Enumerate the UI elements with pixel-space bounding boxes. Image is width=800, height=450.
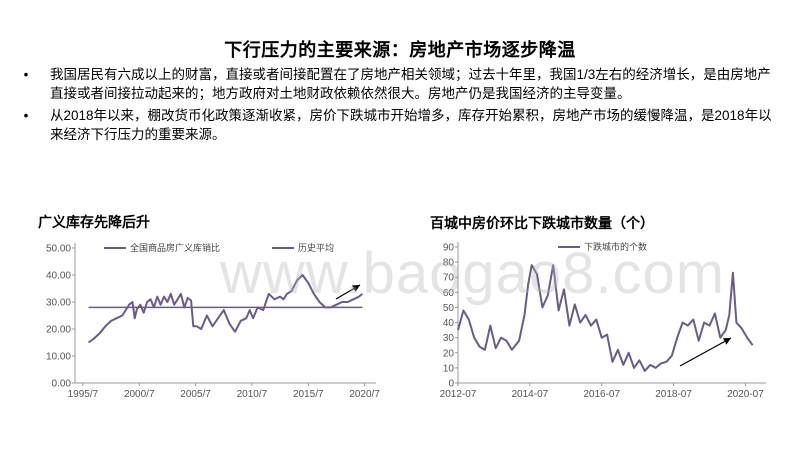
left-line-chart: 0.00 10.00 20.00 30.00 40.00 50.00 1995/7 2000/… bbox=[46, 242, 380, 400]
y-tick-label: 20.00 bbox=[46, 325, 71, 336]
x-tick-label: 2000/7 bbox=[124, 389, 155, 400]
slide-title: 下行压力的主要来源：房地产市场逐步降温 bbox=[224, 40, 576, 60]
right-chart-title: 百城中房价环比下跌城市数量（个） bbox=[430, 215, 654, 231]
y-tick-label: 40.00 bbox=[46, 271, 71, 282]
y-tick-label: 10.00 bbox=[46, 352, 71, 363]
series-line bbox=[87, 274, 364, 344]
x-tick-label: 2012-07 bbox=[440, 389, 477, 400]
bullet-list: • 我国居民有六成以上的财富，直接或者间接配置在了房地产相关领域；过去十年里，我… bbox=[20, 66, 780, 148]
bullet-text: 我国居民有六成以上的财富，直接或者间接配置在了房地产相关领域；过去十年里，我国1… bbox=[50, 67, 771, 101]
x-tick-label: 2018-07 bbox=[655, 389, 692, 400]
x-tick-label: 2014-07 bbox=[512, 389, 549, 400]
x-tick-label: 2010/7 bbox=[237, 389, 268, 400]
y-tick-label: 0 bbox=[448, 379, 454, 390]
y-tick-label: 0.00 bbox=[52, 379, 72, 390]
y-tick-label: 30.00 bbox=[46, 298, 71, 309]
bullet-item: • 我国居民有六成以上的财富，直接或者间接配置在了房地产相关领域；过去十年里，我… bbox=[20, 66, 780, 103]
bullet-dot-icon: • bbox=[23, 67, 29, 82]
trend-arrow-icon bbox=[335, 284, 361, 300]
right-line-chart: 0 10 20 30 40 50 60 70 80 90 2012-07 2014-07 2016-07… bbox=[440, 241, 766, 400]
bullet-item: • 从2018年以来，棚改货币化政策逐渐收紧，房价下跌城市开始增多，库存开始累积… bbox=[20, 107, 780, 144]
y-tick-label: 50.00 bbox=[46, 244, 71, 255]
y-tick-label: 30 bbox=[443, 333, 455, 344]
legend-label: 全国商品房广义库销比 bbox=[130, 242, 220, 253]
x-tick-label: 2005/7 bbox=[180, 389, 211, 400]
x-tick-label: 2015/7 bbox=[293, 389, 324, 400]
y-tick-label: 20 bbox=[443, 348, 455, 359]
y-tick-label: 40 bbox=[443, 318, 455, 329]
left-chart-title: 广义库存先降后升 bbox=[38, 214, 150, 230]
y-tick-label: 80 bbox=[443, 258, 455, 269]
trend-arrow-icon bbox=[679, 337, 732, 367]
y-tick-label: 90 bbox=[443, 243, 455, 254]
y-tick-label: 50 bbox=[443, 303, 455, 314]
x-tick-label: 1995/7 bbox=[68, 389, 99, 400]
bullet-text: 从2018年以来，棚改货币化政策逐渐收紧，房价下跌城市开始增多，库存开始累积，房… bbox=[50, 108, 772, 142]
legend-label: 下跌城市的个数 bbox=[584, 241, 647, 252]
y-tick-label: 10 bbox=[443, 363, 455, 374]
x-tick-label: 2020/7 bbox=[349, 389, 380, 400]
legend-label: 历史平均 bbox=[298, 242, 334, 253]
series-line bbox=[457, 264, 754, 372]
watermark: www.baogao8.com bbox=[220, 241, 726, 306]
x-tick-label: 2020-07 bbox=[727, 389, 764, 400]
bullet-dot-icon: • bbox=[23, 108, 29, 123]
y-tick-label: 60 bbox=[443, 288, 455, 299]
x-tick-label: 2016-07 bbox=[583, 389, 620, 400]
y-tick-label: 70 bbox=[443, 273, 455, 284]
